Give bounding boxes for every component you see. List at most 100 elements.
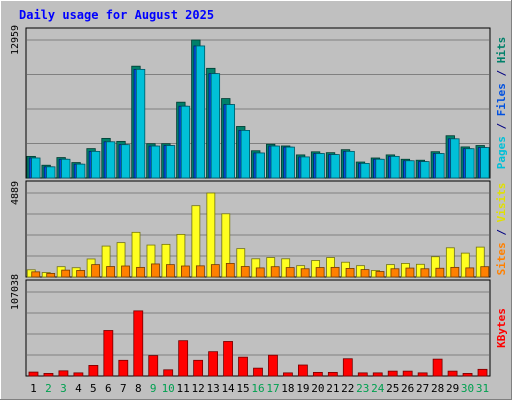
side-legend: Sites / Visits <box>495 183 508 276</box>
side-legend-entry: / <box>495 222 508 242</box>
bar-pages-day-25 <box>390 155 400 179</box>
bar-kbytes-day-10 <box>163 369 174 377</box>
bar-kbytes-day-7 <box>118 359 129 377</box>
side-legend-entry: Hits <box>495 37 508 64</box>
bar-visits-day-13 <box>206 192 216 278</box>
bar-sites-day-7 <box>121 265 130 278</box>
x-tick-label-14: 14 <box>221 382 235 395</box>
bar-kbytes-day-23 <box>357 372 368 377</box>
bar-pages-day-31 <box>480 147 490 179</box>
bar-kbytes-day-20 <box>312 371 323 377</box>
bar-visits-day-12 <box>191 205 201 278</box>
x-tick-label-25: 25 <box>386 382 399 395</box>
bar-sites-day-10 <box>166 264 175 278</box>
bar-sites-day-5 <box>91 264 101 278</box>
panel-plot-area <box>25 279 491 377</box>
bar-sites-day-26 <box>405 267 415 278</box>
bar-pages-day-4 <box>76 163 86 179</box>
x-tick-label-11: 11 <box>177 382 190 395</box>
bar-sites-day-15 <box>240 266 250 278</box>
bar-sites-day-3 <box>61 269 71 278</box>
bar-sites-day-6 <box>106 266 115 278</box>
x-tick-label-28: 28 <box>431 382 444 395</box>
x-tick-label-16: 16 <box>251 382 264 395</box>
bar-pages-day-23 <box>360 163 370 179</box>
x-tick-label-26: 26 <box>401 382 414 395</box>
panel-visits-sites: 4889 Sites / Visits <box>10 180 508 278</box>
x-tick-label-23: 23 <box>356 382 369 395</box>
bar-sites-day-2 <box>46 272 56 278</box>
bar-pages-day-20 <box>315 153 325 179</box>
bar-kbytes-day-21 <box>327 371 338 377</box>
bar-pages-day-10 <box>165 145 176 179</box>
bar-sites-day-22 <box>345 268 355 278</box>
side-legend: KBytes <box>495 308 508 348</box>
bar-pages-day-19 <box>300 156 310 179</box>
bar-sites-day-23 <box>360 269 370 278</box>
bar-kbytes-day-13 <box>208 351 218 377</box>
x-tick-label-19: 19 <box>296 382 309 395</box>
y-max-label: 4889 <box>10 181 21 205</box>
x-tick-label-5: 5 <box>90 382 97 395</box>
bar-sites-day-30 <box>465 267 475 278</box>
side-legend-entry: Visits <box>495 183 508 223</box>
bar-kbytes-day-22 <box>342 358 353 377</box>
bar-sites-day-21 <box>330 266 340 278</box>
x-tick-label-31: 31 <box>476 382 489 395</box>
bar-sites-day-14 <box>225 263 235 278</box>
bar-kbytes-day-24 <box>372 372 383 377</box>
x-tick-label-20: 20 <box>311 382 324 395</box>
bar-pages-day-11 <box>180 105 191 179</box>
x-tick-label-7: 7 <box>120 382 127 395</box>
bar-sites-day-25 <box>390 268 400 278</box>
bar-sites-day-17 <box>270 266 280 278</box>
bar-sites-day-31 <box>480 266 490 278</box>
bar-sites-day-27 <box>420 268 430 278</box>
x-tick-label-12: 12 <box>192 382 205 395</box>
bar-pages-day-2 <box>46 166 56 179</box>
bar-pages-day-8 <box>135 68 146 179</box>
bar-pages-day-28 <box>435 153 445 179</box>
side-legend-entry: / <box>495 63 508 83</box>
bar-sites-day-12 <box>195 265 205 278</box>
bar-pages-day-17 <box>270 145 280 179</box>
bar-kbytes-day-15 <box>238 356 248 377</box>
y-max-label: 107038 <box>10 274 21 310</box>
bar-kbytes-day-9 <box>148 355 159 377</box>
x-tick-label-6: 6 <box>105 382 112 395</box>
bar-pages-day-5 <box>91 150 101 179</box>
bar-kbytes-day-25 <box>387 370 398 377</box>
bar-sites-day-4 <box>76 270 86 278</box>
x-tick-label-8: 8 <box>135 382 142 395</box>
x-tick-label-1: 1 <box>30 382 37 395</box>
x-tick-label-3: 3 <box>60 382 67 395</box>
bar-kbytes-day-16 <box>253 367 263 377</box>
bar-visits-day-30 <box>460 252 470 278</box>
bar-sites-day-28 <box>435 267 445 278</box>
bar-sites-day-1 <box>31 271 41 278</box>
bar-pages-day-27 <box>420 161 430 179</box>
bar-kbytes-day-28 <box>432 358 443 377</box>
bar-pages-day-18 <box>285 146 295 179</box>
x-tick-label-21: 21 <box>326 382 339 395</box>
bar-pages-day-30 <box>465 148 475 179</box>
bar-pages-day-16 <box>255 152 265 179</box>
bar-pages-day-21 <box>330 154 340 179</box>
bar-sites-day-9 <box>151 263 160 278</box>
x-tick-label-29: 29 <box>446 382 459 395</box>
bar-kbytes-day-4 <box>73 372 84 377</box>
panel-hits-files-pages: 12959 Pages / Files / Hits <box>10 25 508 179</box>
bar-kbytes-day-31 <box>477 368 488 377</box>
bar-visits-day-15 <box>236 248 246 278</box>
bar-sites-day-20 <box>315 267 325 278</box>
side-legend-entry: Pages <box>495 136 508 169</box>
x-tick-label-4: 4 <box>75 382 82 395</box>
bar-pages-day-6 <box>105 141 116 179</box>
bar-kbytes-day-27 <box>417 372 428 377</box>
bar-pages-day-26 <box>405 160 415 179</box>
side-legend: Pages / Files / Hits <box>495 37 508 170</box>
bar-kbytes-day-29 <box>447 370 458 377</box>
bar-pages-day-24 <box>375 158 385 179</box>
y-max-label: 12959 <box>10 25 21 55</box>
